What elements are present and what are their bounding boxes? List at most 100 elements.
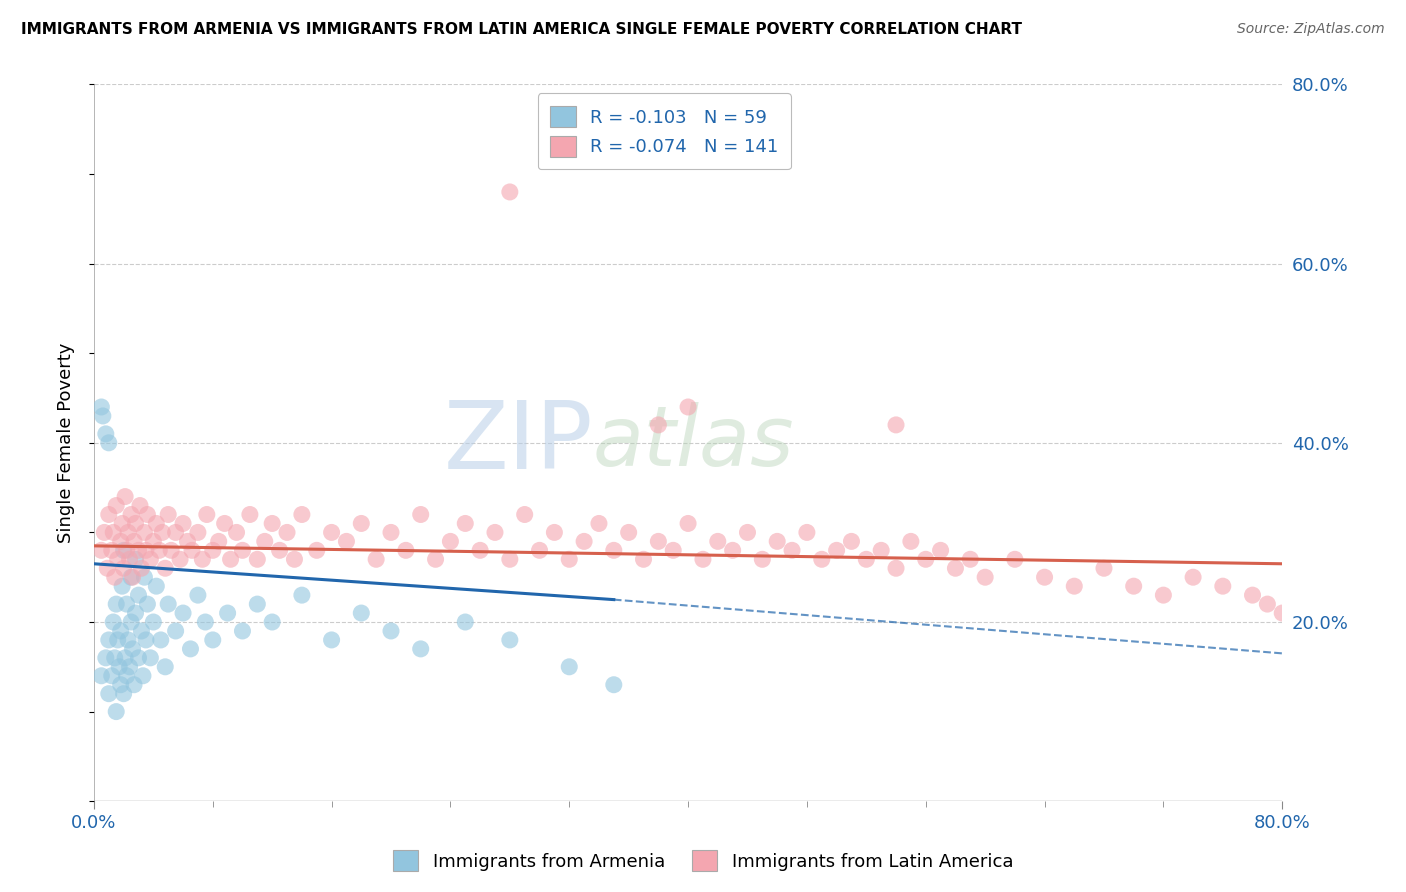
Point — [136, 597, 159, 611]
Point — [617, 525, 640, 540]
Legend: Immigrants from Armenia, Immigrants from Latin America: Immigrants from Armenia, Immigrants from… — [385, 843, 1021, 879]
Text: IMMIGRANTS FROM ARMENIA VS IMMIGRANTS FROM LATIN AMERICA SINGLE FEMALE POVERTY C: IMMIGRANTS FROM ARMENIA VS IMMIGRANTS FR… — [21, 22, 1022, 37]
Point — [115, 543, 138, 558]
Point — [841, 534, 863, 549]
Point — [142, 534, 165, 549]
Point — [543, 525, 565, 540]
Point — [350, 516, 373, 531]
Point — [176, 534, 198, 549]
Point — [165, 624, 187, 638]
Point — [139, 651, 162, 665]
Point — [122, 534, 145, 549]
Point — [1063, 579, 1085, 593]
Point — [208, 534, 231, 549]
Point — [737, 525, 759, 540]
Point — [321, 525, 343, 540]
Point — [246, 597, 269, 611]
Point — [499, 185, 522, 199]
Text: Source: ZipAtlas.com: Source: ZipAtlas.com — [1237, 22, 1385, 37]
Point — [107, 632, 129, 647]
Point — [484, 525, 506, 540]
Point — [766, 534, 789, 549]
Point — [112, 543, 135, 558]
Point — [603, 678, 626, 692]
Point — [149, 632, 172, 647]
Point — [201, 543, 224, 558]
Point — [112, 687, 135, 701]
Point — [721, 543, 744, 558]
Point — [105, 597, 128, 611]
Point — [117, 632, 139, 647]
Point — [169, 552, 191, 566]
Point — [121, 570, 143, 584]
Point — [139, 552, 162, 566]
Point — [499, 632, 522, 647]
Point — [181, 543, 204, 558]
Point — [90, 543, 112, 558]
Legend: R = -0.103   N = 59, R = -0.074   N = 141: R = -0.103 N = 59, R = -0.074 N = 141 — [537, 94, 792, 169]
Point — [155, 561, 177, 575]
Point — [1256, 597, 1278, 611]
Point — [262, 615, 284, 629]
Point — [231, 624, 253, 638]
Point — [647, 417, 669, 432]
Point — [1271, 606, 1294, 620]
Point — [122, 678, 145, 692]
Point — [112, 561, 135, 575]
Point — [855, 552, 877, 566]
Point — [1212, 579, 1234, 593]
Point — [132, 669, 155, 683]
Point — [291, 588, 314, 602]
Point — [111, 579, 134, 593]
Point — [1182, 570, 1205, 584]
Point — [114, 651, 136, 665]
Point — [110, 678, 132, 692]
Point — [884, 417, 907, 432]
Text: atlas: atlas — [593, 402, 794, 483]
Point — [142, 615, 165, 629]
Point — [131, 561, 153, 575]
Point — [395, 543, 418, 558]
Point — [1004, 552, 1026, 566]
Point — [136, 508, 159, 522]
Point — [105, 705, 128, 719]
Point — [187, 588, 209, 602]
Point — [633, 552, 655, 566]
Y-axis label: Single Female Poverty: Single Female Poverty — [58, 343, 75, 543]
Point — [97, 687, 120, 701]
Point — [104, 651, 127, 665]
Point — [707, 534, 730, 549]
Point — [439, 534, 461, 549]
Point — [588, 516, 610, 531]
Point — [283, 552, 305, 566]
Point — [94, 426, 117, 441]
Point — [380, 525, 402, 540]
Point — [454, 615, 477, 629]
Point — [269, 543, 291, 558]
Point — [100, 669, 122, 683]
Point — [974, 570, 997, 584]
Point — [110, 534, 132, 549]
Point — [120, 615, 142, 629]
Point — [115, 669, 138, 683]
Point — [468, 543, 491, 558]
Point — [529, 543, 551, 558]
Point — [110, 624, 132, 638]
Point — [120, 570, 142, 584]
Point — [124, 552, 146, 566]
Point — [253, 534, 276, 549]
Point — [127, 543, 149, 558]
Point — [127, 588, 149, 602]
Point — [692, 552, 714, 566]
Point — [335, 534, 357, 549]
Point — [150, 525, 173, 540]
Point — [1122, 579, 1144, 593]
Point — [1152, 588, 1174, 602]
Point — [929, 543, 952, 558]
Point — [305, 543, 328, 558]
Point — [195, 508, 218, 522]
Point — [751, 552, 773, 566]
Point — [558, 660, 581, 674]
Point — [157, 508, 180, 522]
Point — [108, 660, 131, 674]
